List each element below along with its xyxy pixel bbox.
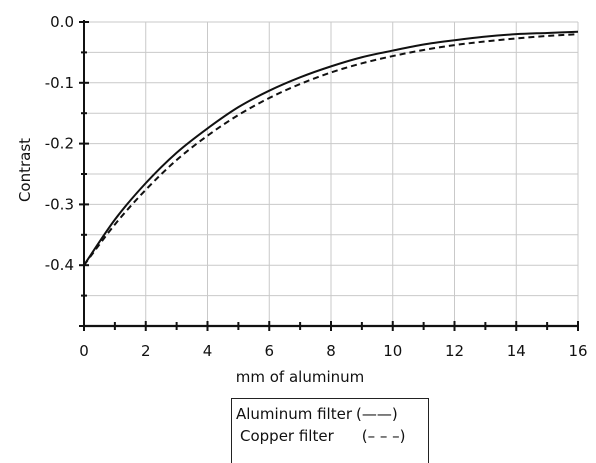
y-tick-label: -0.4 [45,256,74,274]
legend-key-dashed: (– – –) [361,427,406,445]
grid-lines [83,21,579,327]
y-axis-title: Contrast [16,138,34,202]
x-tick-label: 8 [326,342,336,360]
y-tick-label: 0.0 [50,13,74,31]
legend-item-copper: Copper filter (– – –) [240,427,406,445]
legend-label-aluminum: Aluminum filter [236,405,353,423]
legend-label-copper: Copper filter [240,427,334,445]
series-line-copper [83,33,579,266]
x-tick-label: 10 [383,342,402,360]
x-tick-labels: 0 2 4 6 8 10 12 14 16 [79,342,587,360]
series-lines [83,30,579,266]
series-line-aluminum [83,30,579,266]
x-tick-label: 0 [79,342,89,360]
y-tick-label: -0.1 [45,74,74,92]
x-tick-label: 6 [264,342,274,360]
x-tick-label: 4 [203,342,213,360]
x-tick-label: 2 [141,342,151,360]
y-tick-label: -0.2 [45,135,74,153]
y-tick-label: -0.3 [45,195,74,213]
x-axis-title: mm of aluminum [236,368,365,386]
legend-key-solid: (——) [356,405,398,423]
x-tick-label: 16 [568,342,587,360]
y-tick-labels: 0.0 -0.1 -0.2 -0.3 -0.4 [45,13,74,274]
legend: Aluminum filter (——) Copper filter (– – –) [231,398,429,463]
x-tick-label: 12 [445,342,464,360]
tick-marks [79,21,579,331]
contrast-chart: 0.0 -0.1 -0.2 -0.3 -0.4 0 2 4 6 8 10 12 14 16 Contra… [16,13,588,386]
x-tick-label: 14 [507,342,526,360]
legend-item-aluminum: Aluminum filter (——) [236,405,398,423]
